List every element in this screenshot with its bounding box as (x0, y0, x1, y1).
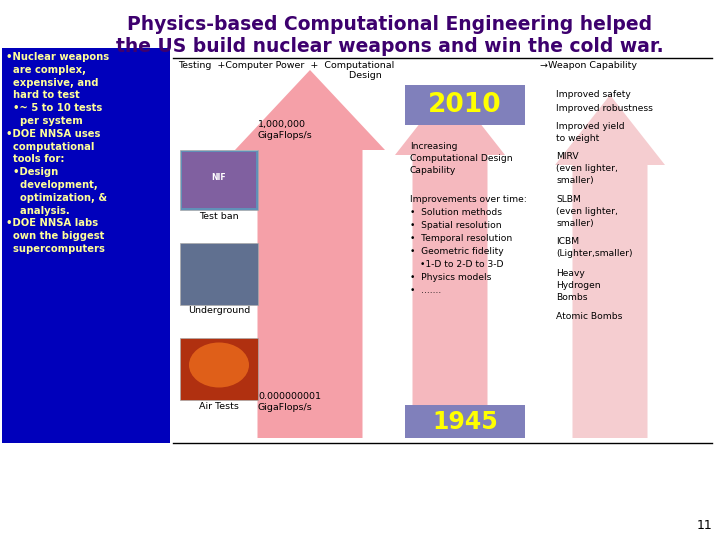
Text: •  Physics models: • Physics models (410, 273, 491, 282)
Text: smaller): smaller) (556, 176, 593, 185)
Text: Testing  +Computer Power  +  Computational: Testing +Computer Power + Computational (178, 61, 400, 70)
Polygon shape (555, 95, 665, 438)
Text: 1,000,000
GigaFlops/s: 1,000,000 GigaFlops/s (258, 120, 312, 140)
Text: •Nuclear weapons
  are complex,
  expensive, and
  hard to test
  •~ 5 to 10 tes: •Nuclear weapons are complex, expensive,… (6, 52, 109, 254)
Text: ICBM: ICBM (556, 237, 579, 246)
Ellipse shape (189, 342, 249, 388)
Text: (even lighter,: (even lighter, (556, 164, 618, 173)
Text: NIF: NIF (212, 173, 226, 183)
Text: •1-D to 2-D to 3-D: •1-D to 2-D to 3-D (420, 260, 503, 269)
Text: •  Geometric fidelity: • Geometric fidelity (410, 247, 503, 256)
Text: Underground: Underground (188, 306, 250, 315)
Polygon shape (235, 70, 385, 438)
Text: Increasing
Computational Design
Capability: Increasing Computational Design Capabili… (410, 142, 513, 174)
Bar (405, 85, 525, 125)
Text: (Lighter,smaller): (Lighter,smaller) (556, 249, 632, 258)
Bar (182, 152, 256, 208)
Text: •  .......: • ....... (410, 286, 441, 295)
Text: Design: Design (178, 71, 382, 80)
Text: MIRV: MIRV (556, 152, 579, 161)
Text: SLBM: SLBM (556, 195, 581, 204)
Bar (180, 150, 258, 210)
Bar (180, 338, 258, 400)
Text: •  Solution methods: • Solution methods (410, 208, 502, 217)
Bar (180, 243, 258, 305)
Text: Improved robustness: Improved robustness (556, 104, 653, 113)
Text: Bombs: Bombs (556, 293, 588, 302)
Text: Hydrogen: Hydrogen (556, 281, 600, 290)
Text: 2010: 2010 (428, 92, 502, 118)
Text: •  Temporal resolution: • Temporal resolution (410, 234, 512, 243)
Text: 1945: 1945 (432, 410, 498, 434)
Text: Improvements over time:: Improvements over time: (410, 195, 527, 204)
Text: •  Spatial resolution: • Spatial resolution (410, 221, 502, 230)
Text: 0.000000001
GigaFlops/s: 0.000000001 GigaFlops/s (258, 392, 321, 412)
Text: the US build nuclear weapons and win the cold war.: the US build nuclear weapons and win the… (116, 37, 664, 56)
Polygon shape (395, 85, 505, 438)
Text: to weight: to weight (556, 134, 599, 143)
Text: →Weapon Capability: →Weapon Capability (540, 61, 637, 70)
Text: Improved safety: Improved safety (556, 90, 631, 99)
Bar (2, 48, 170, 443)
Text: Air Tests: Air Tests (199, 402, 239, 411)
Text: (even lighter,: (even lighter, (556, 207, 618, 216)
Bar (405, 405, 525, 438)
Text: smaller): smaller) (556, 219, 593, 228)
Text: Test ban: Test ban (199, 212, 239, 221)
Text: 11: 11 (696, 519, 712, 532)
Text: Atomic Bombs: Atomic Bombs (556, 312, 622, 321)
Text: Physics-based Computational Engineering helped: Physics-based Computational Engineering … (127, 15, 652, 34)
Text: Heavy: Heavy (556, 269, 585, 278)
Text: Improved yield: Improved yield (556, 122, 625, 131)
